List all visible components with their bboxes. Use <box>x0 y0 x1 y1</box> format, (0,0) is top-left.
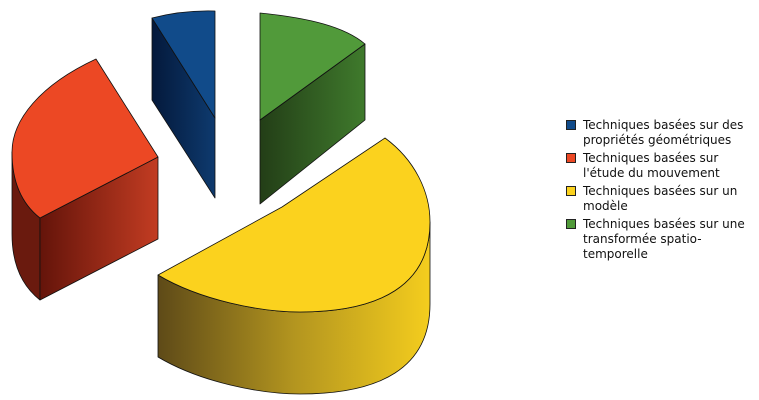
legend-label-motion-study: Techniques basées sur l'étude du mouveme… <box>583 151 720 180</box>
legend-label-model-based: Techniques basées sur un modèle <box>583 184 738 213</box>
legend-item-motion-study: Techniques basées sur l'étude du mouveme… <box>566 151 756 181</box>
pie-slice-geometric-properties <box>151 10 216 199</box>
pie-slice-motion-study <box>11 58 159 301</box>
legend-item-geometric-properties: Techniques basées sur des propriétés géo… <box>566 118 756 148</box>
legend-swatch-green <box>566 219 576 229</box>
legend-swatch-blue <box>566 120 576 130</box>
legend-item-model-based: Techniques basées sur un modèle <box>566 184 756 214</box>
slice-top-motion-study <box>11 58 159 219</box>
legend-swatch-red <box>566 153 576 163</box>
legend-swatch-yellow <box>566 186 576 196</box>
slice-top-model-based <box>157 137 431 313</box>
legend: Techniques basées sur des propriétés géo… <box>566 118 756 265</box>
pie-slice-spatiotemporal-transform <box>259 12 366 205</box>
slice-top-geometric-properties <box>151 10 216 119</box>
pie-slice-model-based <box>157 137 431 395</box>
legend-label-spatiotemporal-transform: Techniques basées sur une transformée sp… <box>583 217 745 261</box>
legend-label-geometric-properties: Techniques basées sur des propriétés géo… <box>583 118 744 147</box>
legend-item-spatiotemporal-transform: Techniques basées sur une transformée sp… <box>566 217 756 262</box>
slice-top-spatiotemporal-transform <box>259 12 366 121</box>
